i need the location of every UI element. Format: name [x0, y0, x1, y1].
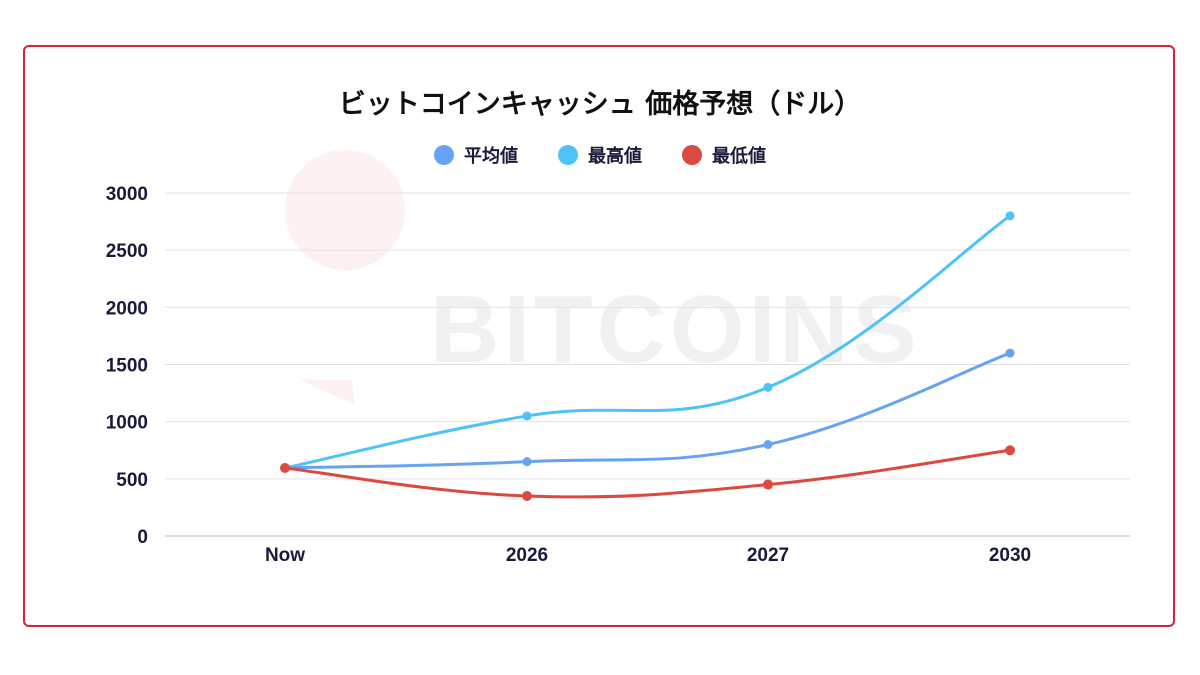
legend-item-average[interactable]: 平均値	[434, 142, 518, 168]
data-point[interactable]	[1005, 211, 1015, 221]
y-tick-label: 0	[137, 527, 148, 548]
legend-marker	[434, 145, 454, 165]
legend-label: 最低値	[712, 146, 766, 167]
data-point[interactable]	[522, 457, 532, 467]
data-point[interactable]	[763, 479, 773, 490]
x-tick-label: 2026	[506, 545, 548, 566]
data-point[interactable]	[763, 382, 773, 392]
data-point[interactable]	[763, 440, 773, 450]
legend-marker	[558, 145, 578, 165]
data-point[interactable]	[522, 490, 532, 501]
y-tick-label: 2000	[106, 298, 148, 319]
chart-frame	[23, 45, 1175, 627]
series-line-1	[284, 214, 1011, 470]
svg-text:BITCOINS: BITCOINS	[430, 276, 921, 383]
data-point[interactable]	[1005, 445, 1015, 456]
y-tick-label: 1500	[106, 356, 148, 377]
legend-marker	[682, 145, 702, 165]
data-point[interactable]	[522, 411, 532, 421]
legend-label: 平均値	[464, 146, 518, 167]
chart-title: ビットコインキャッシュ 価格予想（ドル）	[338, 89, 862, 120]
x-tick-label: 2030	[989, 545, 1031, 566]
x-tick-label: Now	[265, 545, 305, 566]
legend-label: 最高値	[588, 146, 642, 167]
data-point[interactable]	[280, 462, 290, 473]
series-line-0	[284, 351, 1011, 470]
y-tick-label: 3000	[106, 184, 148, 205]
legend: 平均値 最高値 最低値	[0, 142, 1200, 168]
y-tick-label: 1000	[106, 413, 148, 434]
y-tick-label: 500	[116, 470, 148, 491]
series-line-2	[284, 448, 1011, 499]
x-tick-label: 2027	[747, 545, 789, 566]
legend-item-low[interactable]: 最低値	[682, 142, 766, 168]
data-point[interactable]	[1005, 348, 1015, 358]
legend-item-high[interactable]: 最高値	[558, 142, 642, 168]
svg-text:99: 99	[301, 283, 390, 372]
y-tick-label: 2500	[106, 241, 148, 262]
watermark-logo: 99 BITCOINS	[285, 150, 921, 405]
